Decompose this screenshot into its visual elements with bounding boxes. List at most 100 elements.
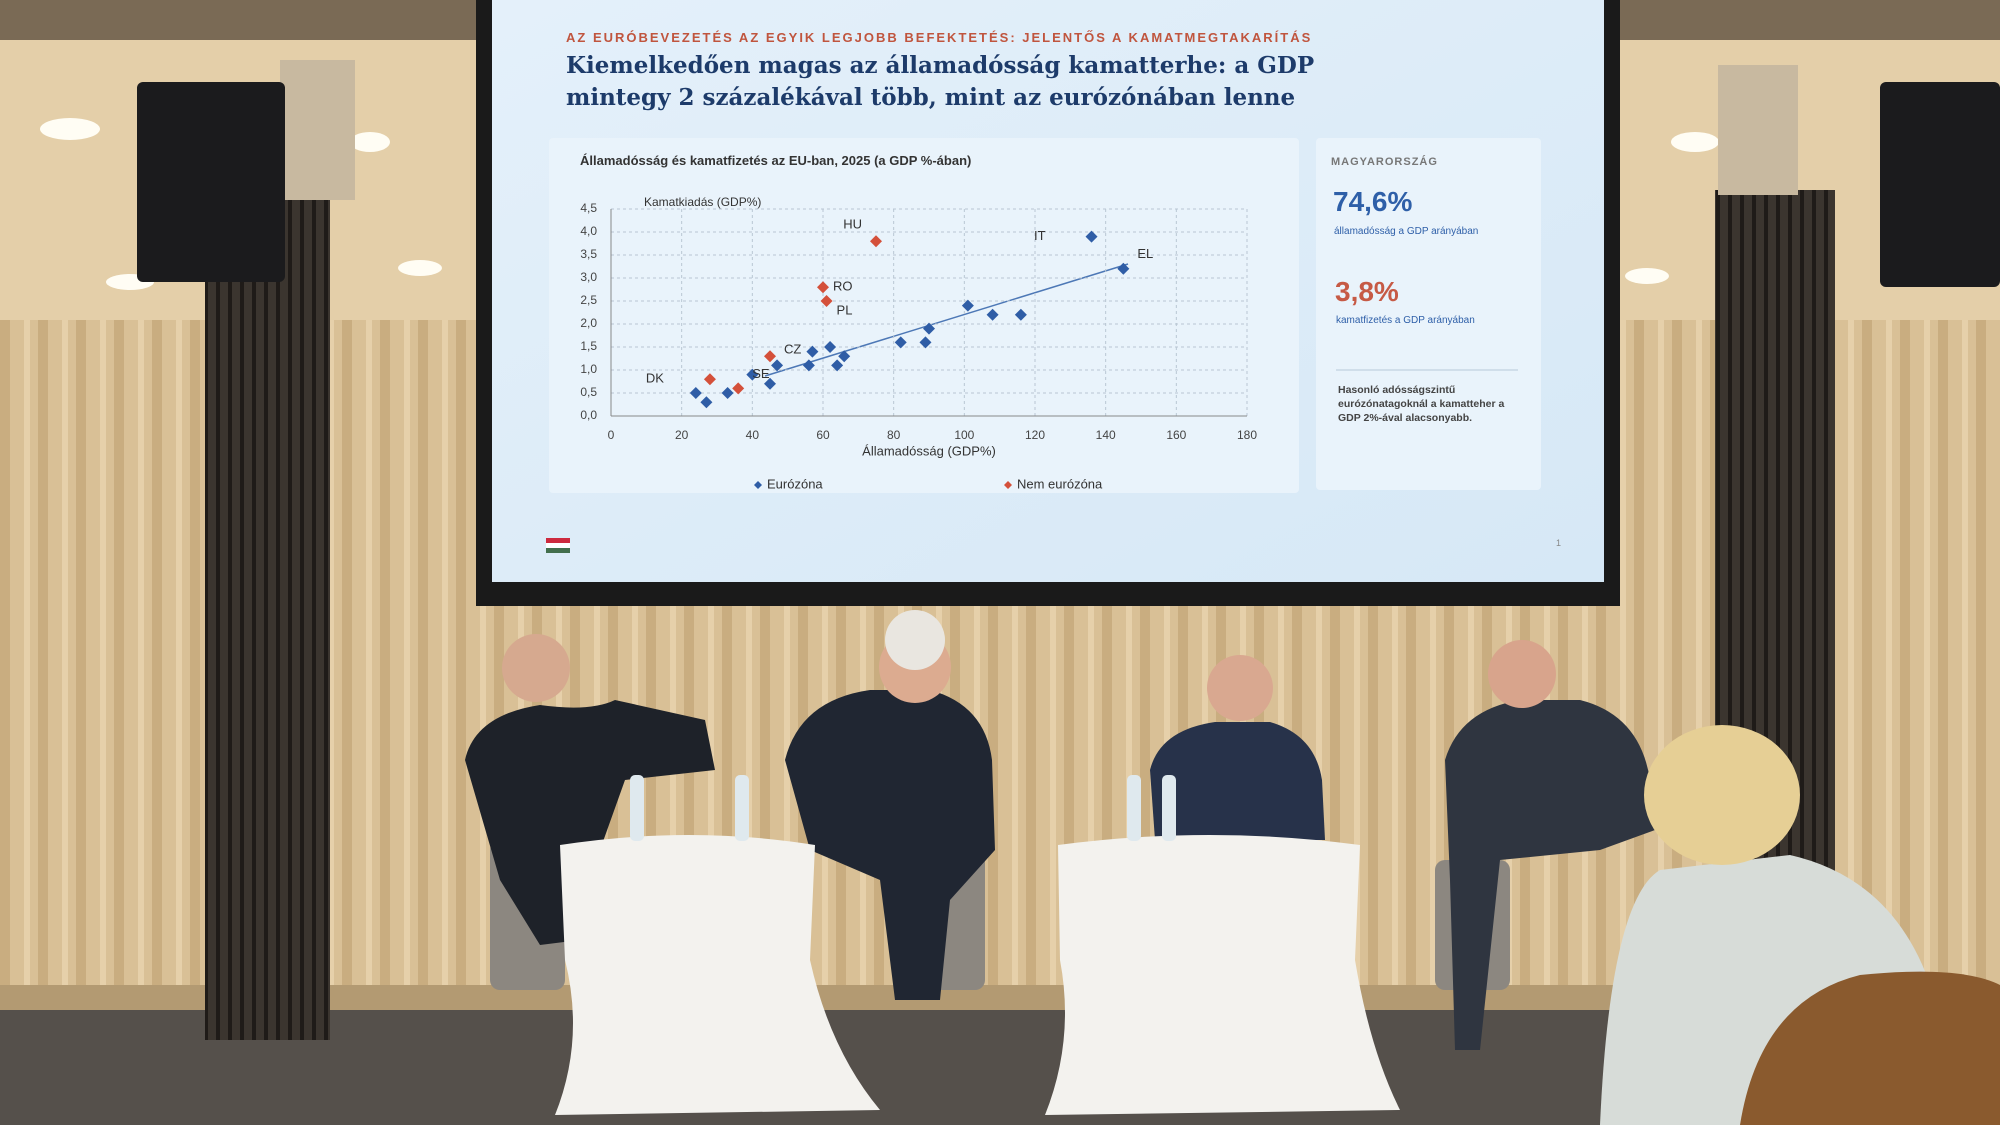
side-panel xyxy=(1316,138,1541,490)
y-tick-label: 1,5 xyxy=(580,339,597,353)
water-bottle xyxy=(735,775,749,841)
stat-interest: 3,8% xyxy=(1335,276,1399,307)
slide-kicker: AZ EURÓBEVEZETÉS AZ EGYIK LEGJOBB BEFEKT… xyxy=(566,30,1313,45)
point xyxy=(806,345,819,358)
x-tick-label: 40 xyxy=(746,428,760,442)
ceiling-light xyxy=(398,260,442,276)
trend-line xyxy=(764,263,1129,377)
x-tick-label: 180 xyxy=(1237,428,1257,442)
water-bottle xyxy=(1127,775,1141,841)
flag-stripe xyxy=(546,548,570,553)
ceiling-light xyxy=(1625,268,1669,284)
chart-title: Államadósság és kamatfizetés az EU-ban, … xyxy=(580,153,972,168)
legend-label: Eurózóna xyxy=(767,476,823,491)
y-tick-label: 2,0 xyxy=(580,316,597,330)
pillar-top xyxy=(280,60,355,200)
legend-marker xyxy=(754,481,762,489)
ceiling-light xyxy=(1671,132,1719,152)
slide-title: Kiemelkedően magas az államadósság kamat… xyxy=(566,52,1315,111)
point-label: CZ xyxy=(784,342,801,357)
stat-debt: 74,6% xyxy=(1333,186,1413,217)
ceiling-light xyxy=(40,118,100,140)
point xyxy=(923,322,935,335)
point xyxy=(919,336,932,349)
x-tick-label: 0 xyxy=(608,428,615,442)
speaker-2-hair xyxy=(885,610,945,670)
point xyxy=(689,387,702,399)
speaker-4 xyxy=(1445,700,1655,1050)
point xyxy=(703,373,716,386)
point-label: EL xyxy=(1137,246,1153,261)
y-axis-label: Kamatkiadás (GDP%) xyxy=(644,195,761,209)
flag-stripe xyxy=(546,538,570,543)
water-bottle xyxy=(630,775,644,841)
point xyxy=(771,359,784,372)
water-bottle xyxy=(1162,775,1176,841)
point-label: RO xyxy=(833,279,853,294)
point xyxy=(721,387,734,399)
point xyxy=(831,359,844,372)
point xyxy=(961,299,974,312)
legend-marker xyxy=(1004,481,1012,489)
point-label: PL xyxy=(837,302,853,317)
speaker-3-head xyxy=(1207,655,1273,721)
x-tick-label: 100 xyxy=(954,428,974,442)
point xyxy=(820,295,833,307)
speaker-1-head xyxy=(502,634,570,702)
point xyxy=(894,336,907,349)
speaker-box xyxy=(1880,82,2000,287)
x-tick-label: 20 xyxy=(675,428,689,442)
table xyxy=(555,835,880,1115)
speaker-2 xyxy=(785,690,995,1000)
point-label: IT xyxy=(1034,228,1046,243)
point xyxy=(1014,308,1027,321)
stat-interest-caption: kamatfizetés a GDP arányában xyxy=(1336,315,1475,326)
chart-panel xyxy=(549,138,1299,493)
point xyxy=(746,368,759,381)
flag-stripe xyxy=(546,543,570,548)
legend-label: Nem eurózóna xyxy=(1017,476,1103,491)
point xyxy=(700,396,713,409)
point xyxy=(870,235,882,248)
side-heading: MAGYARORSZÁG xyxy=(1331,156,1438,168)
x-axis-label: Államadósság (GDP%) xyxy=(862,443,996,458)
point xyxy=(824,341,837,353)
speaker-1 xyxy=(465,700,715,945)
chair xyxy=(1740,971,2000,1125)
point xyxy=(802,359,815,372)
y-tick-label: 0,0 xyxy=(580,408,597,422)
pillar-top xyxy=(1718,65,1798,195)
point-label: SE xyxy=(752,366,770,381)
y-tick-label: 4,0 xyxy=(580,224,597,238)
y-tick-label: 4,5 xyxy=(580,201,597,215)
x-tick-label: 80 xyxy=(887,428,901,442)
y-tick-label: 3,0 xyxy=(580,270,597,284)
x-tick-label: 60 xyxy=(816,428,830,442)
point-label: HU xyxy=(843,217,862,232)
ceiling-light xyxy=(350,132,390,152)
point xyxy=(817,281,829,294)
y-tick-label: 1,0 xyxy=(580,362,597,376)
stat-debt-caption: államadósság a GDP arányában xyxy=(1334,226,1479,237)
point-label: DK xyxy=(646,371,664,386)
point xyxy=(1085,230,1098,243)
table xyxy=(1045,835,1400,1115)
point xyxy=(764,377,776,390)
x-tick-label: 140 xyxy=(1096,428,1116,442)
point xyxy=(732,382,745,395)
side-note: Hasonló adósságszintű eurózónatagoknál a… xyxy=(1338,384,1505,424)
point xyxy=(838,350,851,363)
point xyxy=(764,350,776,363)
y-tick-label: 0,5 xyxy=(580,385,597,399)
y-tick-label: 2,5 xyxy=(580,293,597,307)
speaker-3 xyxy=(1150,722,1325,840)
point xyxy=(986,308,999,321)
audience-hair xyxy=(1644,725,1800,865)
pillar xyxy=(205,190,330,1040)
page-number: 1 xyxy=(1556,538,1562,548)
x-tick-label: 160 xyxy=(1166,428,1186,442)
speaker-4-head xyxy=(1488,640,1556,708)
